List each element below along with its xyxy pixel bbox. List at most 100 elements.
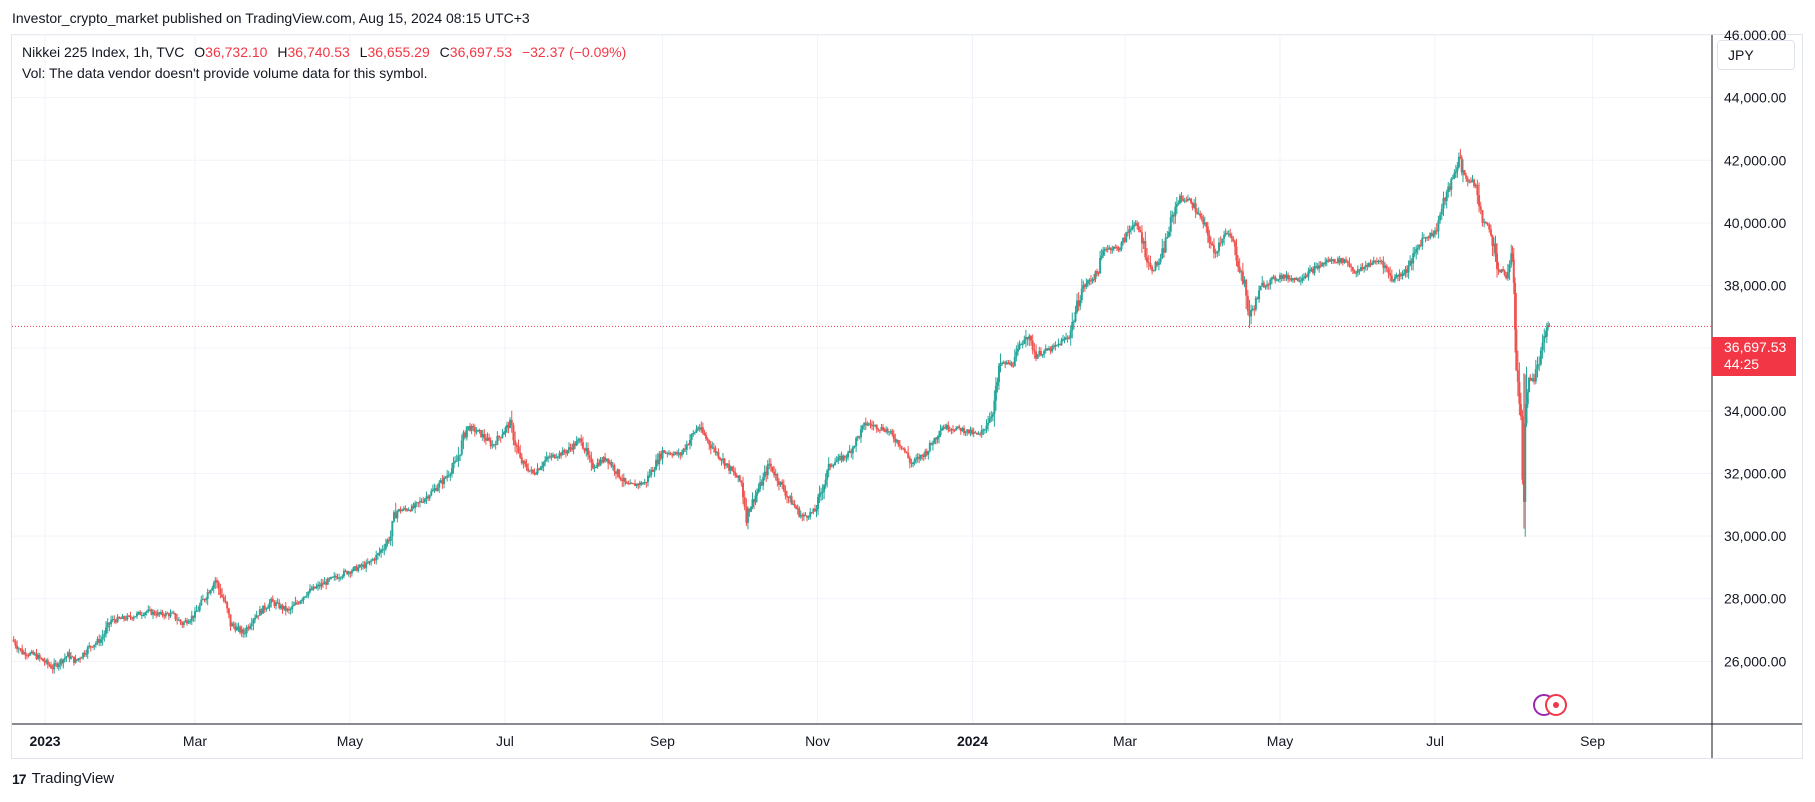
candle-body	[504, 427, 507, 433]
candle-body	[861, 425, 864, 430]
candle-body	[1406, 269, 1409, 273]
candle-body	[431, 489, 434, 492]
candle-body	[664, 452, 667, 454]
tradingview-footer[interactable]: 17 TradingView	[12, 770, 114, 787]
candle-body	[71, 656, 74, 658]
candle-body	[749, 506, 752, 512]
red-event-icon[interactable]	[1545, 694, 1567, 716]
candle-body	[407, 510, 410, 512]
candle-body	[774, 474, 777, 476]
candle-body	[38, 654, 41, 658]
candle-body	[1457, 156, 1460, 168]
candle-body	[684, 448, 687, 450]
candle-body	[522, 461, 525, 464]
candle-body	[57, 664, 60, 667]
candle-body	[1262, 282, 1265, 288]
candle-body	[601, 459, 604, 463]
candle-body	[1285, 274, 1288, 279]
candle-body	[1214, 252, 1217, 254]
candle-body	[126, 615, 129, 620]
candle-body	[192, 615, 195, 618]
candle-body	[171, 612, 174, 614]
candle-body	[101, 636, 104, 640]
candle-body	[276, 602, 279, 604]
candle-body	[1190, 198, 1193, 203]
candle-body	[1186, 199, 1189, 201]
candle-body	[1261, 282, 1264, 287]
candle-body	[799, 515, 802, 517]
candle-body	[1013, 356, 1016, 367]
candle-body	[1026, 336, 1029, 340]
candle-body	[287, 608, 290, 611]
candle-body	[326, 578, 329, 585]
candle-body	[864, 422, 867, 426]
candle-body	[666, 452, 669, 454]
candle-body	[813, 508, 816, 512]
candle-body	[651, 469, 654, 472]
candle-body	[847, 452, 850, 458]
candle-body	[1440, 208, 1443, 215]
candle-body	[918, 457, 921, 459]
candle-body	[1193, 203, 1196, 208]
candle-body	[988, 418, 991, 423]
candle-body	[1519, 403, 1522, 417]
candle-body	[422, 501, 425, 503]
candle-body	[1497, 268, 1500, 271]
candle-body	[754, 495, 757, 503]
y-tick-label: 26,000.00	[1724, 653, 1786, 669]
candle-body	[1407, 265, 1410, 273]
candle-body	[365, 562, 368, 568]
candle-body	[321, 583, 324, 585]
candle-body	[454, 460, 457, 463]
candle-body	[41, 658, 44, 662]
candle-body	[1175, 203, 1178, 207]
candle-body	[172, 612, 175, 614]
candle-body	[769, 463, 772, 467]
candle-body	[197, 610, 200, 612]
candle-body	[1435, 230, 1438, 232]
candle-body	[1212, 245, 1215, 253]
candle-body	[338, 577, 341, 579]
candle-body	[1434, 230, 1437, 235]
candle-body	[1389, 273, 1392, 276]
candle-body	[1226, 233, 1229, 235]
candle-body	[1432, 234, 1435, 237]
candle-body	[396, 510, 399, 519]
candle-body	[457, 455, 460, 461]
candle-body	[1536, 364, 1539, 370]
candle-body	[1469, 181, 1472, 183]
candle-body	[815, 508, 818, 512]
candle-body	[1227, 233, 1230, 235]
candle-body	[182, 622, 185, 626]
candle-body	[106, 622, 109, 628]
candle-body	[446, 475, 449, 478]
candle-body	[798, 508, 801, 517]
candle-body	[892, 434, 895, 439]
y-tick-label: 42,000.00	[1724, 152, 1786, 168]
candle-body	[402, 508, 405, 510]
symbol-title[interactable]: Nikkei 225 Index, 1h, TVC	[22, 44, 185, 60]
candle-body	[550, 455, 553, 458]
candle-body	[262, 605, 265, 614]
candle-body	[1218, 242, 1221, 252]
candle-body	[941, 428, 944, 431]
candle-body	[452, 462, 455, 469]
currency-button[interactable]: JPY	[1717, 40, 1795, 70]
candle-body	[515, 445, 518, 447]
candle-body	[51, 668, 54, 670]
candle-body	[528, 470, 531, 472]
candle-body	[167, 613, 170, 617]
candle-body	[1545, 327, 1548, 337]
candle-body	[987, 422, 990, 426]
candle-body	[1080, 288, 1083, 300]
candle-body	[305, 595, 308, 597]
candle-body	[299, 601, 302, 604]
candle-body	[1377, 260, 1380, 262]
candle-body	[1028, 335, 1031, 340]
candle-body	[990, 416, 993, 419]
candle-body	[776, 474, 779, 482]
candle-body	[242, 629, 245, 634]
candle-body	[983, 429, 986, 431]
candle-body	[826, 470, 829, 480]
